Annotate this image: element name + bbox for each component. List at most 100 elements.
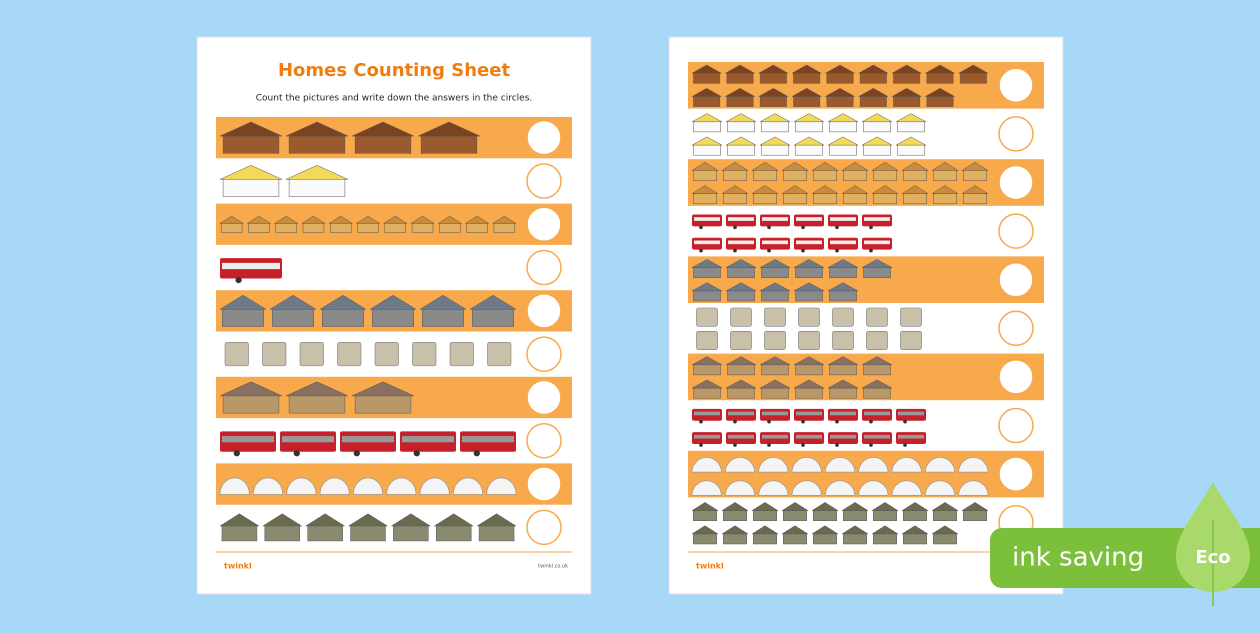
roof: [469, 294, 517, 310]
answer-circle: [998, 407, 1034, 444]
answer-circle: [526, 336, 562, 372]
home-icon: [219, 381, 283, 414]
answer-circle: [526, 249, 562, 286]
roof: [691, 356, 723, 366]
house-body: [759, 95, 787, 107]
home-icon: [793, 113, 825, 133]
house-body: [813, 509, 837, 521]
home-icon: [931, 185, 959, 205]
house-body: [761, 144, 789, 156]
home-icon: [791, 88, 823, 107]
roof: [355, 215, 381, 224]
roof: [961, 185, 989, 194]
window-band: [796, 240, 822, 245]
window-band: [694, 434, 720, 439]
tower: [224, 342, 249, 367]
wheel: [413, 450, 420, 457]
home-icon: [730, 330, 752, 350]
house-body: [761, 121, 789, 133]
wheel: [835, 443, 839, 447]
home-icon: [319, 294, 367, 327]
igloo: [924, 480, 956, 496]
window-band: [762, 240, 788, 245]
home-icon: [726, 214, 756, 230]
home-icon: [857, 64, 889, 84]
house-body: [288, 134, 346, 154]
house-body: [693, 72, 721, 84]
home-icon: [759, 282, 791, 302]
home-icon: [759, 356, 791, 376]
home-icon: [757, 88, 789, 107]
home-icon: [759, 113, 791, 133]
tower: [866, 307, 888, 327]
house-body: [863, 266, 891, 278]
house-body: [753, 169, 777, 181]
roof: [793, 259, 825, 268]
house-body: [693, 144, 721, 156]
igloo: [791, 457, 822, 473]
answer-circle: [998, 261, 1034, 298]
window-band: [222, 262, 280, 270]
home-icon: [764, 307, 786, 327]
roof: [857, 64, 889, 74]
wheel: [835, 419, 839, 424]
home-icon: [390, 513, 432, 542]
home-icon: [382, 215, 408, 233]
home-icon: [300, 215, 326, 233]
home-icon: [793, 356, 825, 376]
wheel: [767, 248, 771, 253]
home-icon: [220, 258, 282, 284]
roof: [285, 121, 349, 137]
roof: [924, 64, 956, 74]
footer-url: twinkl.co.uk: [538, 564, 568, 570]
roof: [891, 88, 923, 97]
window-band: [864, 411, 890, 416]
home-icon: [900, 330, 922, 350]
badge-eco: Eco: [1195, 547, 1230, 568]
home-icon: [219, 477, 250, 495]
home-icon: [486, 477, 517, 495]
tower: [900, 330, 922, 350]
answer-circle: [526, 509, 562, 546]
igloo: [419, 477, 450, 495]
home-icon: [791, 480, 822, 496]
home-icon: [691, 502, 719, 521]
roof: [791, 64, 823, 74]
home-icon: [691, 259, 723, 278]
house-body: [893, 72, 921, 84]
home-icon: [412, 342, 437, 367]
house-body: [220, 222, 243, 233]
house-body: [248, 222, 270, 233]
home-icon: [721, 502, 749, 521]
house-body: [420, 134, 478, 154]
home-icon: [751, 185, 779, 205]
house-body: [727, 144, 755, 156]
house-body: [221, 524, 258, 542]
igloo: [691, 480, 722, 496]
roof: [781, 185, 809, 194]
tower: [374, 342, 399, 367]
home-icon: [828, 408, 858, 424]
roof: [791, 88, 823, 97]
roof: [757, 64, 789, 74]
home-icon: [355, 215, 381, 233]
roof: [811, 525, 839, 535]
tower: [798, 330, 820, 350]
answer-circle: [998, 456, 1034, 492]
house-body: [813, 533, 837, 545]
roof: [957, 64, 989, 74]
roof: [759, 113, 791, 123]
home-icon: [901, 161, 929, 181]
house-body: [693, 509, 717, 521]
home-icon: [781, 525, 809, 545]
roof: [891, 64, 923, 74]
home-icon: [726, 432, 756, 447]
window-band: [796, 411, 822, 416]
roof: [691, 88, 723, 97]
home-icon: [285, 165, 349, 197]
roof: [757, 88, 789, 97]
home-icon: [730, 307, 752, 327]
roof: [691, 64, 723, 74]
roof: [219, 165, 283, 180]
igloo: [352, 477, 384, 495]
